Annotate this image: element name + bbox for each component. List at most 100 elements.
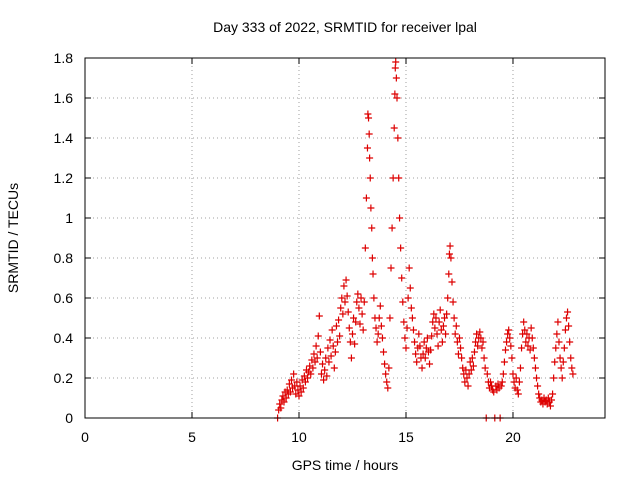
data-point — [315, 312, 323, 320]
data-point — [332, 322, 340, 330]
data-point — [309, 364, 317, 372]
data-point — [286, 388, 294, 396]
data-point — [562, 314, 570, 322]
data-point — [361, 244, 369, 252]
data-point — [422, 344, 430, 352]
data-point — [392, 74, 400, 82]
y-tick-label: 1.4 — [54, 130, 74, 146]
data-point — [533, 374, 541, 382]
data-point — [478, 344, 486, 352]
data-point — [552, 344, 560, 352]
data-point — [555, 338, 563, 346]
data-point — [335, 316, 343, 324]
data-point — [378, 334, 386, 342]
data-point — [480, 354, 488, 362]
data-point — [373, 338, 381, 346]
data-point — [386, 314, 394, 322]
data-point — [455, 334, 463, 342]
data-point — [288, 376, 296, 384]
data-point — [554, 318, 562, 326]
data-point — [316, 348, 324, 356]
data-point — [344, 308, 352, 316]
data-point — [326, 336, 334, 344]
data-point — [368, 254, 376, 262]
data-point — [421, 354, 429, 362]
data-point — [448, 278, 456, 286]
data-point — [352, 318, 360, 326]
data-point — [506, 334, 514, 342]
data-point — [507, 342, 515, 350]
data-point — [487, 378, 495, 386]
data-point — [437, 326, 445, 334]
data-point — [365, 130, 373, 138]
data-point — [435, 318, 443, 326]
data-point — [320, 376, 328, 384]
data-point — [508, 354, 516, 362]
data-point — [381, 360, 389, 368]
data-point — [431, 324, 439, 332]
y-tick-label: 1.6 — [54, 90, 74, 106]
data-point — [380, 348, 388, 356]
data-point — [509, 370, 517, 378]
data-point — [449, 298, 457, 306]
data-point — [310, 350, 318, 358]
data-point — [505, 326, 513, 334]
data-point — [527, 324, 535, 332]
data-point — [522, 338, 530, 346]
data-point — [355, 304, 363, 312]
data-point — [395, 174, 403, 182]
data-point — [566, 338, 574, 346]
data-point — [362, 194, 370, 202]
data-point — [372, 324, 380, 332]
data-point — [317, 370, 325, 378]
data-point — [365, 114, 373, 122]
data-point — [301, 378, 309, 386]
data-point — [394, 134, 402, 142]
data-point — [334, 338, 342, 346]
data-point — [434, 342, 442, 350]
data-point — [406, 284, 414, 292]
data-point — [397, 244, 405, 252]
data-point — [477, 334, 485, 342]
data-point — [467, 366, 475, 374]
data-point — [461, 378, 469, 386]
data-point — [465, 370, 473, 378]
data-point — [403, 324, 411, 332]
data-point — [400, 318, 408, 326]
y-axis-label: SRMTID / TECUs — [5, 183, 21, 293]
data-point — [567, 354, 575, 362]
data-point — [481, 364, 489, 372]
data-point — [458, 354, 466, 362]
data-point — [447, 254, 455, 262]
data-point — [442, 330, 450, 338]
data-point — [364, 110, 372, 118]
data-point — [307, 370, 315, 378]
y-tick-label: 1.8 — [54, 50, 74, 66]
data-point — [416, 342, 424, 350]
data-point — [429, 318, 437, 326]
data-point — [347, 354, 355, 362]
data-point — [564, 308, 572, 316]
data-point — [534, 382, 542, 390]
data-point — [357, 294, 365, 302]
data-point — [433, 330, 441, 338]
data-point — [276, 400, 284, 408]
y-tick-label: 0.2 — [54, 370, 74, 386]
data-point — [515, 378, 523, 386]
data-point — [557, 364, 565, 372]
data-point — [366, 174, 374, 182]
data-point — [479, 338, 487, 346]
data-point — [468, 354, 476, 362]
data-point — [464, 382, 472, 390]
data-point — [457, 344, 465, 352]
x-tick-label: 0 — [81, 429, 89, 445]
data-point — [393, 94, 401, 102]
data-point — [559, 358, 567, 366]
data-point — [524, 342, 532, 350]
data-point — [313, 354, 321, 362]
data-point — [529, 344, 537, 352]
data-point — [553, 330, 561, 338]
data-point — [520, 318, 528, 326]
data-point — [401, 334, 409, 342]
data-point — [314, 332, 322, 340]
